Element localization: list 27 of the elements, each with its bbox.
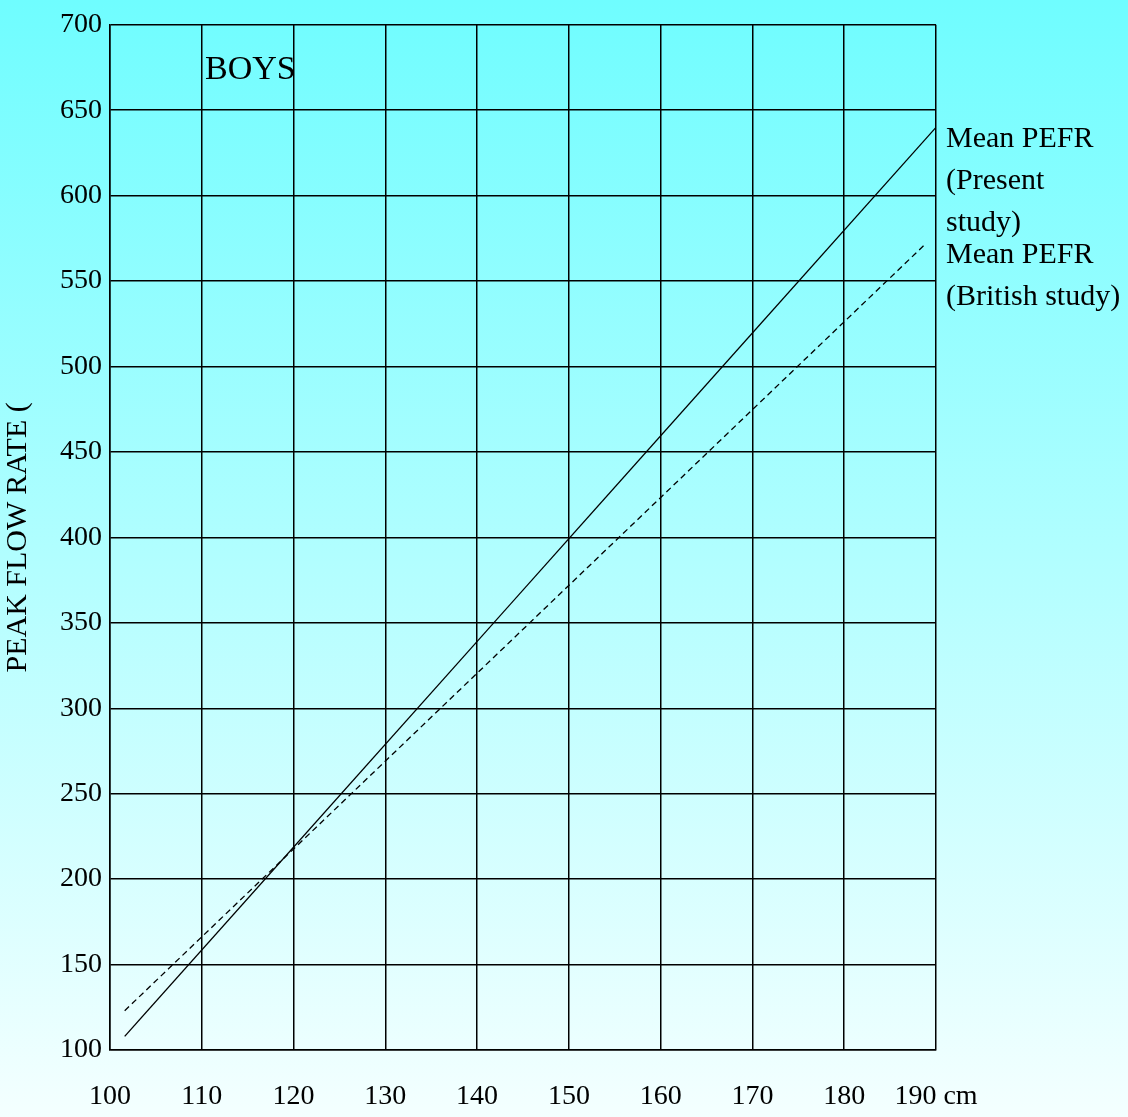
x-tick-label: 130 [364, 1079, 407, 1111]
x-tick-label: 170 [731, 1079, 774, 1111]
y-tick-label: 250 [60, 776, 102, 808]
y-tick-label: 350 [60, 605, 102, 637]
y-axis-title: PEAK FLOW RATE ( [0, 402, 33, 673]
series-label: Mean PEFR (Present study) [946, 120, 1094, 239]
annotation: BOYS [205, 48, 296, 86]
y-tick-label: 500 [60, 348, 102, 380]
y-tick-label: 400 [60, 519, 102, 551]
y-tick-label: 300 [60, 690, 102, 722]
x-tick-label: 140 [456, 1079, 499, 1111]
x-tick-label: 110 [181, 1079, 223, 1111]
y-tick-label: 700 [60, 7, 102, 39]
y-tick-label: 550 [60, 263, 102, 295]
y-tick-label: 650 [60, 92, 102, 124]
y-tick-label: 450 [60, 434, 102, 466]
x-tick-label: 180 [823, 1079, 866, 1111]
y-tick-label: 100 [60, 1032, 102, 1064]
y-tick-label: 600 [60, 178, 102, 210]
series-label: Mean PEFR (British study) [946, 236, 1121, 313]
y-tick-label: 200 [60, 861, 102, 893]
x-tick-label: 190 cm [894, 1079, 978, 1111]
x-tick-label: 160 [639, 1079, 682, 1111]
x-tick-label: 120 [272, 1079, 315, 1111]
y-tick-label: 150 [60, 946, 102, 978]
x-tick-label: 150 [547, 1079, 590, 1111]
x-tick-label: 100 [89, 1079, 131, 1111]
